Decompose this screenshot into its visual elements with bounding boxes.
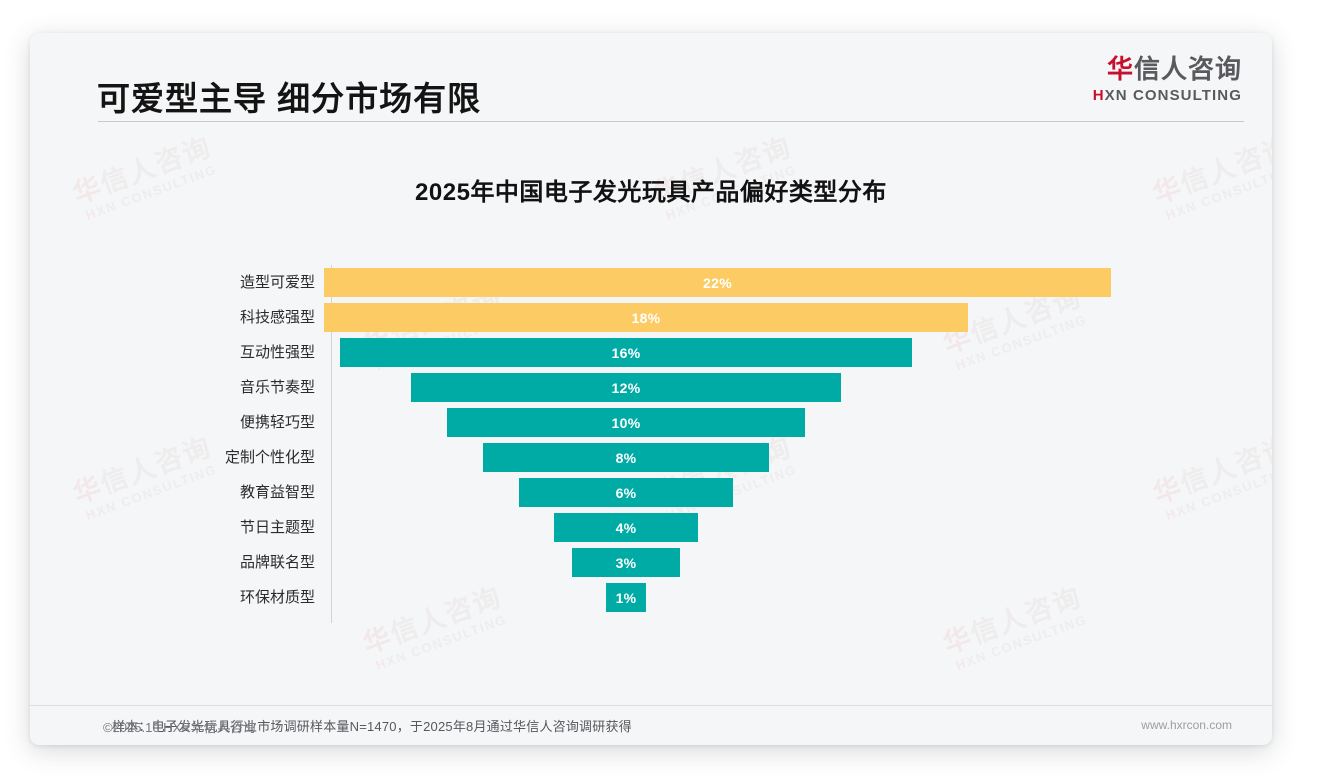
chart-rows: 造型可爱型 22% 科技感强型 18% 互动性强型 16% 音乐节奏型 12% 便携轻巧型 10%… — [100, 265, 1205, 615]
bar-category-label: 互动性强型 — [239, 344, 315, 361]
header-divider — [98, 121, 1244, 122]
bar[interactable]: 18% — [324, 303, 968, 332]
slide-footer: ©2025.10 HXR华信人咨询 www.hxrcon.com — [30, 705, 1272, 745]
bar-category-label: 造型可爱型 — [239, 274, 315, 291]
bar-category-label: 节日主题型 — [239, 519, 315, 536]
bar-track: 8% — [324, 440, 1205, 475]
bar-category-label: 便携轻巧型 — [239, 414, 315, 431]
bar[interactable]: 16% — [339, 338, 913, 367]
bar-value-label: 12% — [611, 379, 641, 396]
bar-value-label: 16% — [611, 344, 641, 361]
page-title: 可爱型主导 细分市场有限 — [97, 80, 482, 117]
bar-row: 科技感强型 18% — [100, 300, 1205, 335]
slide-card: 华信人咨询 HXN CONSULTING 华信人咨询 HXN CONSULTING 华信… — [30, 33, 1272, 745]
funnel-bar-chart: 造型可爱型 22% 科技感强型 18% 互动性强型 16% 音乐节奏型 12% 便携轻巧型 10%… — [100, 265, 1205, 633]
bar-row: 环保材质型 1% — [100, 580, 1205, 615]
bar-row: 品牌联名型 3% — [100, 545, 1205, 580]
brand-logo: 华信人咨询 HXN CONSULTING — [1093, 55, 1242, 104]
bar-track: 6% — [324, 475, 1205, 510]
bar-track: 22% — [324, 265, 1205, 300]
brand-logo-chinese: 华信人咨询 — [1093, 55, 1242, 84]
footer-website[interactable]: www.hxrcon.com — [1141, 718, 1232, 732]
bar-track: 3% — [324, 545, 1205, 580]
bar-category-label: 科技感强型 — [239, 309, 315, 326]
bar[interactable]: 1% — [606, 583, 646, 612]
bar-value-label: 3% — [615, 554, 637, 571]
bar-track: 10% — [324, 405, 1205, 440]
bar-track: 1% — [324, 580, 1205, 615]
bar-category-label: 教育益智型 — [239, 484, 315, 501]
footer-copyright: ©2025.10 HXR华信人咨询 — [103, 720, 256, 735]
bar[interactable]: 6% — [518, 478, 734, 507]
bar-value-label: 4% — [615, 519, 637, 536]
bar-value-label: 18% — [631, 309, 661, 326]
bar[interactable]: 4% — [554, 513, 698, 542]
bar-category-label: 音乐节奏型 — [239, 379, 315, 396]
bar-row: 互动性强型 16% — [100, 335, 1205, 370]
bar-value-label: 22% — [703, 274, 732, 291]
brand-logo-english-rest: XN CONSULTING — [1104, 86, 1242, 104]
bar-row: 定制个性化型 8% — [100, 440, 1205, 475]
bar-value-label: 8% — [615, 449, 637, 466]
sample-note: 样本：电子发光玩具行业市场调研样本量N=1470，于2025年8月通过华信人咨询… — [112, 719, 632, 734]
bar-row: 节日主题型 4% — [100, 510, 1205, 545]
bar[interactable]: 22% — [324, 268, 1111, 297]
brand-logo-chinese-accent: 华 — [1106, 54, 1134, 84]
bar-row: 造型可爱型 22% — [100, 265, 1205, 300]
bar-row: 便携轻巧型 10% — [100, 405, 1205, 440]
bar-value-label: 10% — [611, 414, 641, 431]
brand-logo-chinese-rest: 信人咨询 — [1133, 54, 1242, 84]
bar-value-label: 1% — [615, 589, 637, 606]
bar[interactable]: 8% — [482, 443, 770, 472]
bar-value-label: 6% — [615, 484, 637, 501]
bar-track: 4% — [324, 510, 1205, 545]
bar[interactable]: 10% — [447, 408, 805, 437]
bar-track: 12% — [324, 370, 1205, 405]
category-axis-line — [331, 265, 332, 623]
slide-header: 可爱型主导 细分市场有限 华信人咨询 HXN CONSULTING — [30, 33, 1272, 155]
bar-row: 教育益智型 6% — [100, 475, 1205, 510]
chart-title: 2025年中国电子发光玩具产品偏好类型分布 — [415, 179, 887, 206]
bar[interactable]: 12% — [411, 373, 841, 402]
footer-divider — [30, 705, 1272, 706]
bar[interactable]: 3% — [572, 548, 680, 577]
bar-category-label: 环保材质型 — [239, 589, 315, 606]
bar-track: 18% — [324, 300, 1205, 335]
brand-logo-english: HXN CONSULTING — [1093, 87, 1242, 104]
bar-row: 音乐节奏型 12% — [100, 370, 1205, 405]
bar-category-label: 定制个性化型 — [224, 449, 315, 466]
bar-category-label: 品牌联名型 — [239, 554, 315, 571]
bar-track: 16% — [324, 335, 1205, 370]
brand-logo-english-accent: H — [1092, 86, 1105, 104]
